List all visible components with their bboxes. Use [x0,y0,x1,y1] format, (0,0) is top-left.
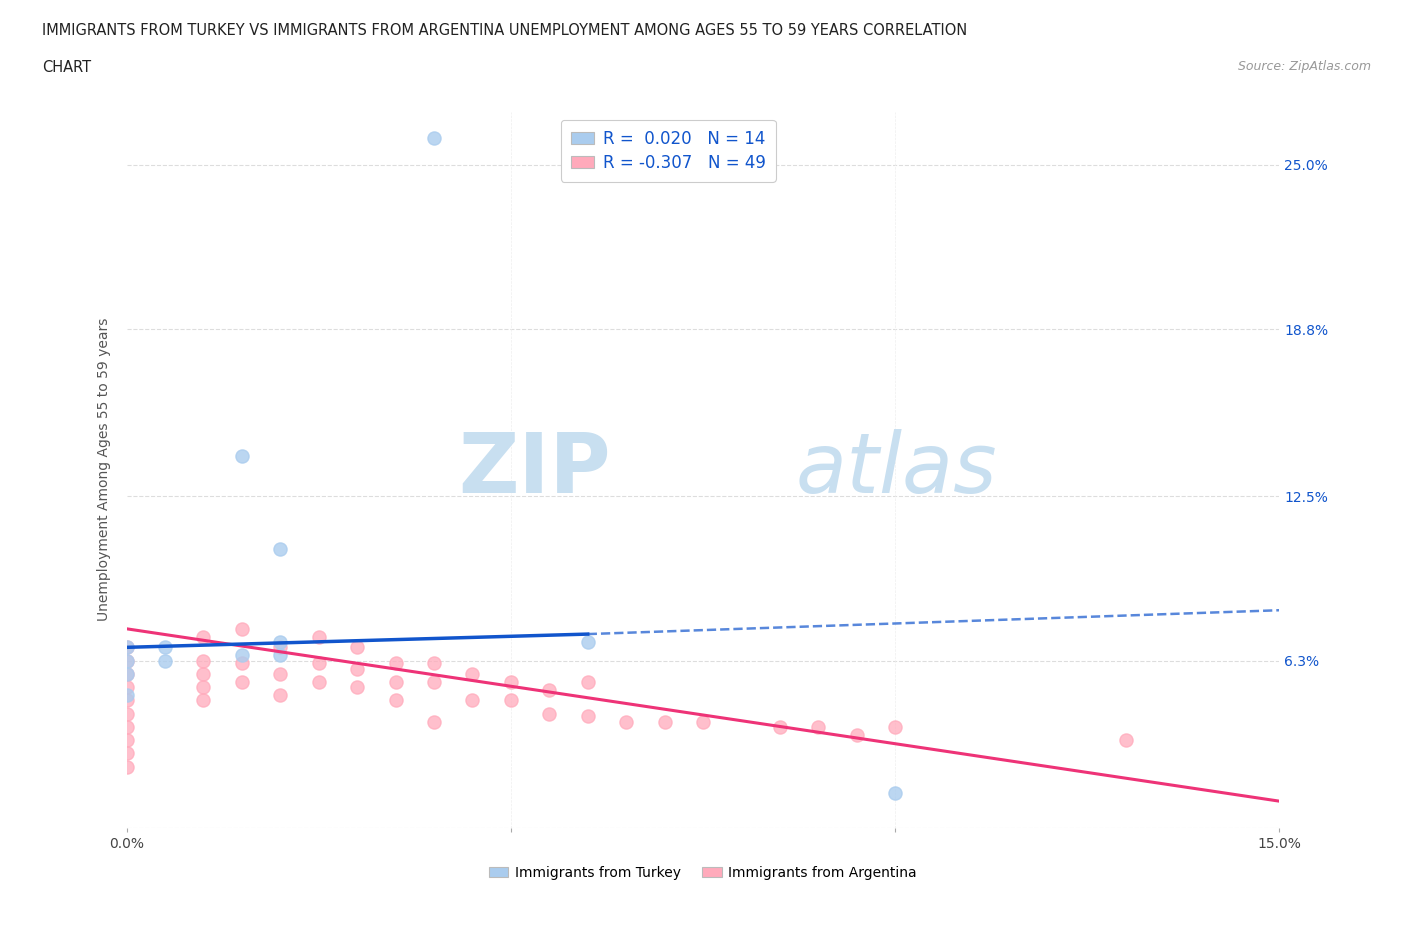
Point [269,542,291,557]
Point [115,733,138,748]
Point [499,693,522,708]
Point [769,720,792,735]
Point [884,786,907,801]
Text: atlas: atlas [796,429,997,511]
Point [115,667,138,682]
Point [538,706,561,721]
Point [269,687,291,702]
Text: ZIP: ZIP [458,429,610,511]
Legend: Immigrants from Turkey, Immigrants from Argentina: Immigrants from Turkey, Immigrants from … [484,860,922,885]
Point [115,759,138,774]
Point [269,634,291,649]
Point [461,667,484,682]
Point [423,656,446,671]
Point [576,709,599,724]
Point [692,714,714,729]
Point [115,720,138,735]
Point [269,648,291,663]
Point [308,656,330,671]
Point [384,656,406,671]
Point [115,640,138,655]
Text: IMMIGRANTS FROM TURKEY VS IMMIGRANTS FROM ARGENTINA UNEMPLOYMENT AMONG AGES 55 T: IMMIGRANTS FROM TURKEY VS IMMIGRANTS FRO… [42,23,967,38]
Point [153,653,176,668]
Point [193,693,215,708]
Point [884,720,907,735]
Point [1115,733,1137,748]
Point [115,687,138,702]
Point [231,674,253,689]
Point [576,674,599,689]
Y-axis label: Unemployment Among Ages 55 to 59 years: Unemployment Among Ages 55 to 59 years [97,318,111,621]
Point [423,714,446,729]
Point [461,693,484,708]
Point [115,640,138,655]
Point [807,720,830,735]
Point [193,653,215,668]
Text: Source: ZipAtlas.com: Source: ZipAtlas.com [1237,60,1371,73]
Text: CHART: CHART [42,60,91,75]
Point [193,667,215,682]
Point [269,640,291,655]
Point [153,640,176,655]
Point [308,674,330,689]
Point [845,727,868,742]
Point [193,680,215,695]
Point [231,449,253,464]
Point [499,674,522,689]
Point [346,680,368,695]
Point [346,640,368,655]
Point [614,714,637,729]
Point [115,680,138,695]
Point [231,621,253,636]
Point [115,706,138,721]
Point [384,693,406,708]
Point [654,714,676,729]
Point [423,131,446,146]
Point [115,693,138,708]
Point [115,653,138,668]
Point [115,746,138,761]
Point [308,630,330,644]
Point [193,630,215,644]
Point [423,674,446,689]
Point [576,634,599,649]
Point [346,661,368,676]
Point [115,667,138,682]
Point [269,667,291,682]
Point [384,674,406,689]
Point [538,683,561,698]
Point [115,653,138,668]
Point [231,656,253,671]
Point [231,648,253,663]
